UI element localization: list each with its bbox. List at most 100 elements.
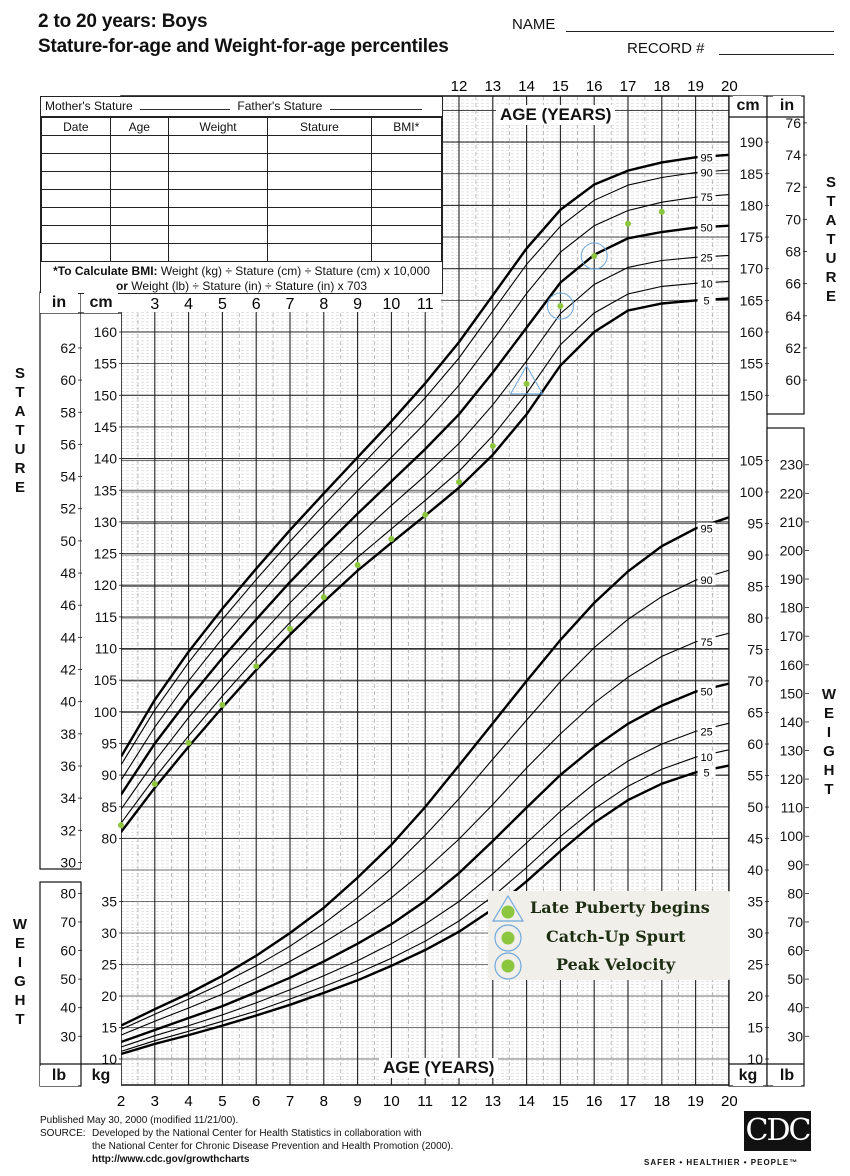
stature-curve-p50: [119, 224, 730, 796]
svg-text:90: 90: [101, 767, 117, 783]
table-cell[interactable]: [267, 153, 372, 172]
svg-text:210: 210: [780, 514, 804, 530]
table-cell[interactable]: [167, 189, 269, 208]
svg-text:30: 30: [787, 1028, 803, 1044]
table-cell[interactable]: [41, 225, 111, 244]
svg-text:190: 190: [740, 134, 764, 150]
table-cell[interactable]: [109, 153, 169, 172]
svg-text:74: 74: [785, 147, 801, 163]
svg-text:8: 8: [320, 1093, 328, 1110]
data-point: [523, 380, 530, 387]
weight-curve-p25: [120, 722, 730, 1048]
triangle-marker-icon: [491, 894, 525, 922]
column-header-weight: Weight: [167, 117, 269, 136]
svg-text:30: 30: [747, 925, 763, 941]
circle-marker-icon: [494, 924, 522, 952]
table-cell[interactable]: [267, 243, 372, 262]
svg-text:19: 19: [687, 78, 704, 95]
table-cell[interactable]: [167, 153, 269, 172]
svg-text:9: 9: [353, 296, 362, 313]
svg-text:70: 70: [787, 914, 803, 930]
svg-text:54: 54: [60, 469, 76, 485]
table-cell[interactable]: [167, 135, 269, 154]
stature-curve-p90: [120, 169, 730, 766]
svg-text:10: 10: [700, 278, 712, 290]
data-point: [320, 594, 327, 601]
bmi-or: or: [115, 279, 128, 293]
svg-text:30: 30: [60, 1028, 76, 1044]
table-cell[interactable]: [267, 207, 372, 226]
table-cell[interactable]: [370, 243, 443, 262]
table-cell[interactable]: [109, 243, 169, 262]
legend: Late Puberty begins Catch-Up Spurt Peak …: [488, 891, 730, 980]
svg-text:13: 13: [484, 78, 501, 95]
table-cell[interactable]: [109, 189, 169, 208]
table-cell[interactable]: [370, 189, 443, 208]
unit-kg-left: kg: [84, 1066, 118, 1086]
table-cell[interactable]: [370, 171, 443, 190]
svg-text:10: 10: [383, 296, 401, 313]
unit-in-right: in: [773, 96, 801, 116]
data-point: [185, 739, 192, 746]
table-row: [41, 189, 443, 208]
svg-text:25: 25: [700, 252, 712, 264]
column-header-stature: Stature: [267, 117, 372, 136]
chart-title: 2 to 20 years: Boys: [38, 11, 208, 32]
table-cell[interactable]: [109, 171, 169, 190]
table-cell[interactable]: [370, 153, 443, 172]
table-cell[interactable]: [267, 135, 372, 154]
published-note: Published May 30, 2000 (modified 11/21/0…: [40, 1115, 239, 1126]
table-cell[interactable]: [267, 171, 372, 190]
svg-text:11: 11: [417, 296, 434, 313]
svg-text:68: 68: [785, 243, 801, 259]
table-cell[interactable]: [41, 153, 111, 172]
father-stature-field[interactable]: [329, 109, 422, 110]
svg-text:220: 220: [780, 485, 804, 501]
data-point: [151, 780, 158, 787]
svg-text:105: 105: [740, 453, 764, 469]
stature-curve-p75: [120, 194, 730, 781]
table-cell[interactable]: [267, 225, 372, 244]
svg-text:52: 52: [60, 501, 76, 517]
source-line-2: the National Center for Chronic Disease …: [92, 1141, 454, 1152]
table-cell[interactable]: [267, 189, 372, 208]
table-cell[interactable]: [167, 171, 269, 190]
table-cell[interactable]: [109, 207, 169, 226]
svg-text:9: 9: [353, 1093, 361, 1110]
table-cell[interactable]: [41, 171, 111, 190]
table-cell[interactable]: [41, 135, 111, 154]
svg-text:40: 40: [787, 1000, 803, 1016]
table-cell[interactable]: [41, 207, 111, 226]
svg-text:95: 95: [700, 152, 712, 164]
data-point: [118, 822, 124, 829]
table-cell[interactable]: [167, 225, 269, 244]
name-field[interactable]: [566, 31, 834, 32]
table-cell[interactable]: [41, 243, 111, 262]
svg-text:75: 75: [747, 642, 763, 658]
svg-text:180: 180: [740, 197, 764, 213]
table-cell[interactable]: [370, 207, 443, 226]
table-cell[interactable]: [167, 207, 269, 226]
table-cell[interactable]: [370, 225, 443, 244]
source-url-link[interactable]: http://www.cdc.gov/growthcharts: [92, 1154, 250, 1165]
svg-text:80: 80: [747, 610, 763, 626]
svg-text:20: 20: [721, 78, 738, 95]
table-cell[interactable]: [41, 189, 111, 208]
table-cell[interactable]: [109, 135, 169, 154]
svg-text:125: 125: [94, 546, 118, 562]
table-cell[interactable]: [109, 225, 169, 244]
data-point: [253, 663, 260, 670]
data-point: [591, 253, 598, 260]
table-cell[interactable]: [370, 135, 443, 154]
name-label: NAME: [512, 16, 556, 33]
svg-text:30: 30: [101, 925, 117, 941]
svg-text:150: 150: [780, 685, 804, 701]
svg-text:10: 10: [700, 752, 712, 764]
mother-stature-field[interactable]: [140, 109, 231, 110]
record-field[interactable]: [719, 54, 834, 55]
circle-marker-icon: [494, 952, 522, 980]
legend-label: Catch-Up Spurt: [546, 927, 686, 946]
table-cell[interactable]: [167, 243, 269, 262]
bmi-note-title: *To Calculate BMI:: [53, 264, 158, 278]
data-point: [456, 479, 462, 486]
